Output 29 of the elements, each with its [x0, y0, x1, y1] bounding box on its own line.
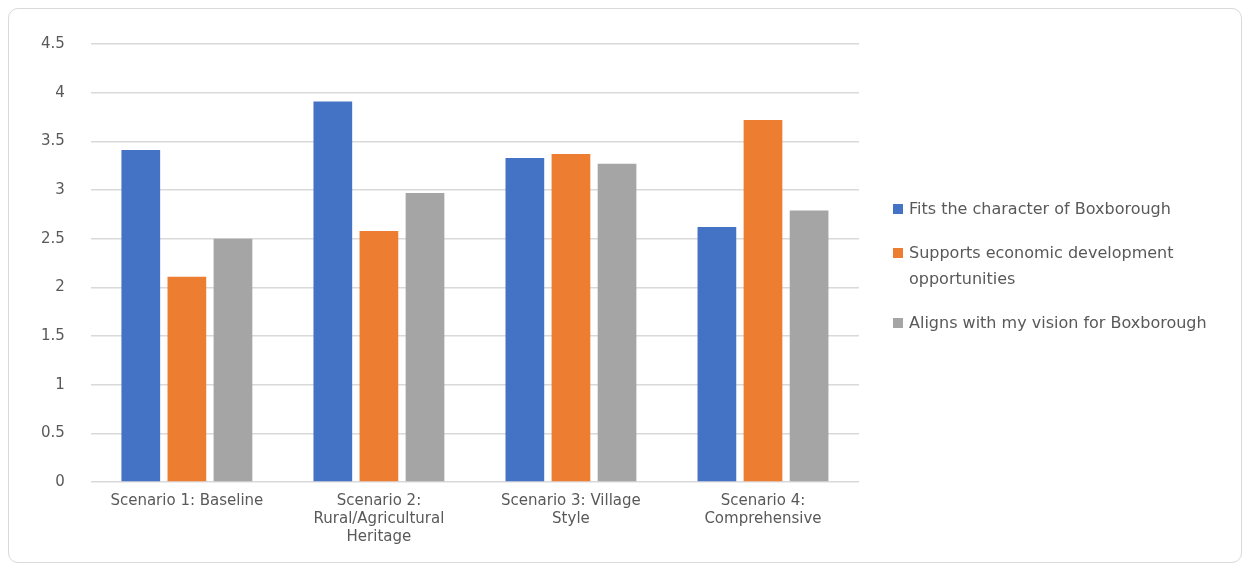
bar — [597, 163, 637, 482]
y-tick-label: 3 — [55, 179, 65, 198]
y-tick-label: 4 — [55, 82, 65, 101]
legend-label: Aligns with my vision for Boxborough — [909, 311, 1207, 334]
y-tick-label: 2.5 — [41, 228, 65, 247]
y-tick-label: 1 — [55, 374, 65, 393]
y-tick-label: 2 — [55, 277, 65, 296]
y-tick-label: 3.5 — [41, 131, 65, 150]
bar — [313, 101, 353, 482]
y-tick-label: 0 — [55, 471, 65, 490]
bar — [405, 192, 445, 482]
x-tick-label: Scenario 3: Village Style — [501, 490, 641, 527]
y-tick-label: 4.5 — [41, 33, 65, 52]
bar — [697, 226, 737, 482]
x-tick-label: Scenario 2: Rural/Agricultural Heritage — [313, 490, 445, 545]
legend-label: Supports economic development opportunities — [909, 241, 1175, 290]
y-tick-label: 0.5 — [41, 423, 65, 442]
bar — [551, 153, 591, 482]
y-tick-label: 1.5 — [41, 325, 65, 344]
legend-label: Fits the character of Boxborough — [909, 197, 1171, 220]
x-tick-label: Scenario 4: Comprehensive — [704, 490, 822, 527]
bar — [213, 238, 253, 482]
bar — [359, 230, 399, 482]
x-tick-label: Scenario 1: Baseline — [110, 490, 264, 509]
bar — [789, 210, 829, 482]
bar — [505, 157, 545, 482]
bar — [743, 119, 783, 482]
bar — [121, 150, 161, 482]
bar — [167, 276, 207, 482]
